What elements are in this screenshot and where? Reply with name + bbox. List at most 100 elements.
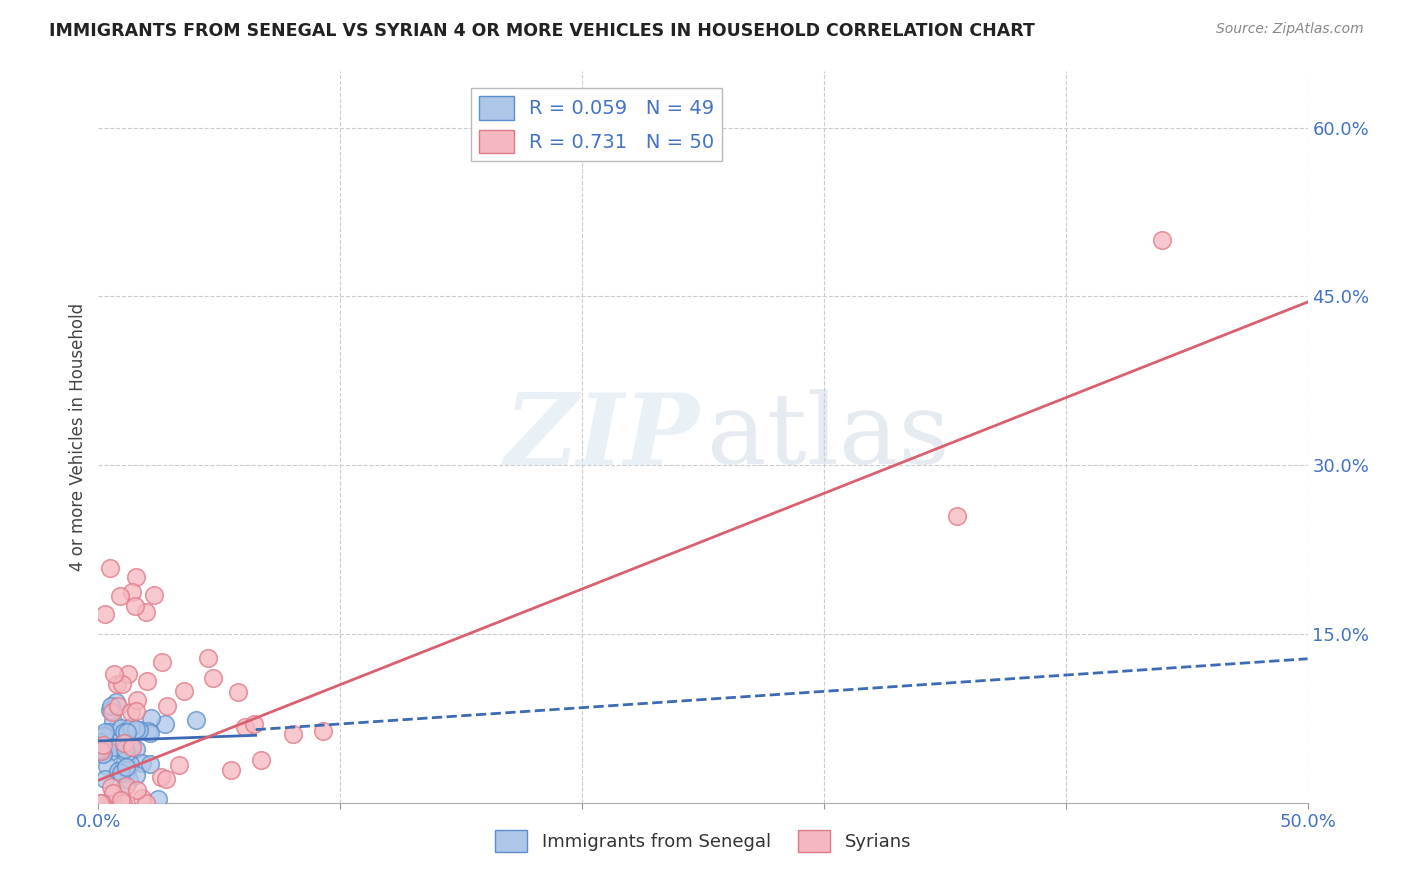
Point bbox=[101, 786, 124, 800]
Point bbox=[1152, 233, 1174, 247]
Point bbox=[94, 725, 117, 739]
Point bbox=[142, 588, 165, 602]
Point bbox=[100, 796, 122, 810]
Text: Source: ZipAtlas.com: Source: ZipAtlas.com bbox=[1216, 22, 1364, 37]
Point bbox=[186, 713, 208, 727]
Point bbox=[91, 747, 114, 762]
Point bbox=[226, 685, 249, 699]
Point bbox=[112, 736, 135, 750]
Point bbox=[120, 706, 142, 720]
Point bbox=[101, 705, 124, 719]
Point bbox=[98, 703, 121, 717]
Point bbox=[111, 677, 134, 691]
Y-axis label: 4 or more Vehicles in Household: 4 or more Vehicles in Household bbox=[69, 303, 87, 571]
Point bbox=[127, 783, 149, 797]
Point bbox=[136, 724, 159, 739]
Point bbox=[233, 721, 256, 735]
Point bbox=[117, 667, 139, 681]
Point bbox=[112, 743, 135, 757]
Point bbox=[135, 605, 157, 619]
Point bbox=[125, 693, 148, 707]
Point bbox=[197, 651, 219, 665]
Legend: Immigrants from Senegal, Syrians: Immigrants from Senegal, Syrians bbox=[488, 823, 918, 860]
Point bbox=[101, 714, 124, 728]
Point bbox=[110, 765, 132, 780]
Point bbox=[219, 763, 242, 777]
Point bbox=[101, 739, 124, 754]
Point bbox=[125, 722, 148, 736]
Point bbox=[114, 746, 136, 760]
Point bbox=[118, 741, 141, 756]
Point bbox=[112, 724, 135, 739]
Point bbox=[243, 716, 266, 731]
Point bbox=[90, 744, 112, 758]
Point bbox=[100, 724, 122, 739]
Point bbox=[107, 699, 129, 714]
Point bbox=[96, 759, 118, 773]
Point bbox=[249, 753, 271, 767]
Point bbox=[97, 745, 120, 759]
Point bbox=[202, 671, 225, 685]
Point bbox=[120, 756, 142, 771]
Point bbox=[107, 764, 129, 779]
Point bbox=[94, 739, 117, 753]
Point bbox=[155, 717, 177, 731]
Point bbox=[108, 589, 131, 603]
Point bbox=[121, 585, 143, 599]
Text: atlas: atlas bbox=[707, 389, 949, 485]
Point bbox=[98, 561, 121, 575]
Point bbox=[114, 754, 136, 768]
Point bbox=[91, 738, 114, 752]
Point bbox=[124, 704, 146, 718]
Point bbox=[167, 758, 190, 772]
Point bbox=[100, 780, 122, 794]
Point bbox=[114, 778, 136, 792]
Point bbox=[128, 723, 150, 737]
Point bbox=[118, 772, 141, 787]
Point bbox=[89, 739, 111, 754]
Point bbox=[100, 699, 122, 714]
Point bbox=[312, 723, 335, 738]
Point bbox=[112, 742, 135, 756]
Point bbox=[114, 760, 136, 774]
Point bbox=[110, 721, 132, 735]
Point bbox=[117, 764, 139, 779]
Point bbox=[115, 725, 138, 739]
Point bbox=[146, 792, 169, 806]
Point bbox=[131, 791, 153, 805]
Point bbox=[139, 726, 162, 740]
Point bbox=[131, 756, 153, 771]
Point bbox=[125, 741, 148, 756]
Point bbox=[156, 699, 179, 714]
Point bbox=[91, 796, 114, 810]
Point bbox=[89, 742, 111, 756]
Point bbox=[110, 793, 132, 807]
Point bbox=[155, 772, 177, 787]
Point bbox=[114, 742, 136, 756]
Point bbox=[105, 677, 128, 691]
Point bbox=[112, 796, 135, 810]
Text: IMMIGRANTS FROM SENEGAL VS SYRIAN 4 OR MORE VEHICLES IN HOUSEHOLD CORRELATION CH: IMMIGRANTS FROM SENEGAL VS SYRIAN 4 OR M… bbox=[49, 22, 1035, 40]
Point bbox=[89, 744, 111, 758]
Point bbox=[135, 796, 157, 810]
Point bbox=[105, 695, 128, 709]
Point bbox=[125, 570, 148, 584]
Point bbox=[89, 735, 111, 749]
Point bbox=[135, 673, 157, 688]
Point bbox=[946, 508, 969, 523]
Point bbox=[150, 655, 173, 669]
Text: ZIP: ZIP bbox=[505, 389, 699, 485]
Point bbox=[124, 599, 146, 614]
Point bbox=[150, 770, 173, 784]
Point bbox=[173, 684, 195, 698]
Point bbox=[121, 740, 143, 755]
Point bbox=[93, 729, 115, 743]
Point bbox=[93, 728, 115, 742]
Point bbox=[93, 772, 115, 786]
Point bbox=[141, 711, 163, 725]
Point bbox=[93, 607, 115, 621]
Point bbox=[114, 779, 136, 793]
Point bbox=[281, 727, 304, 741]
Point bbox=[120, 720, 142, 734]
Point bbox=[125, 768, 148, 782]
